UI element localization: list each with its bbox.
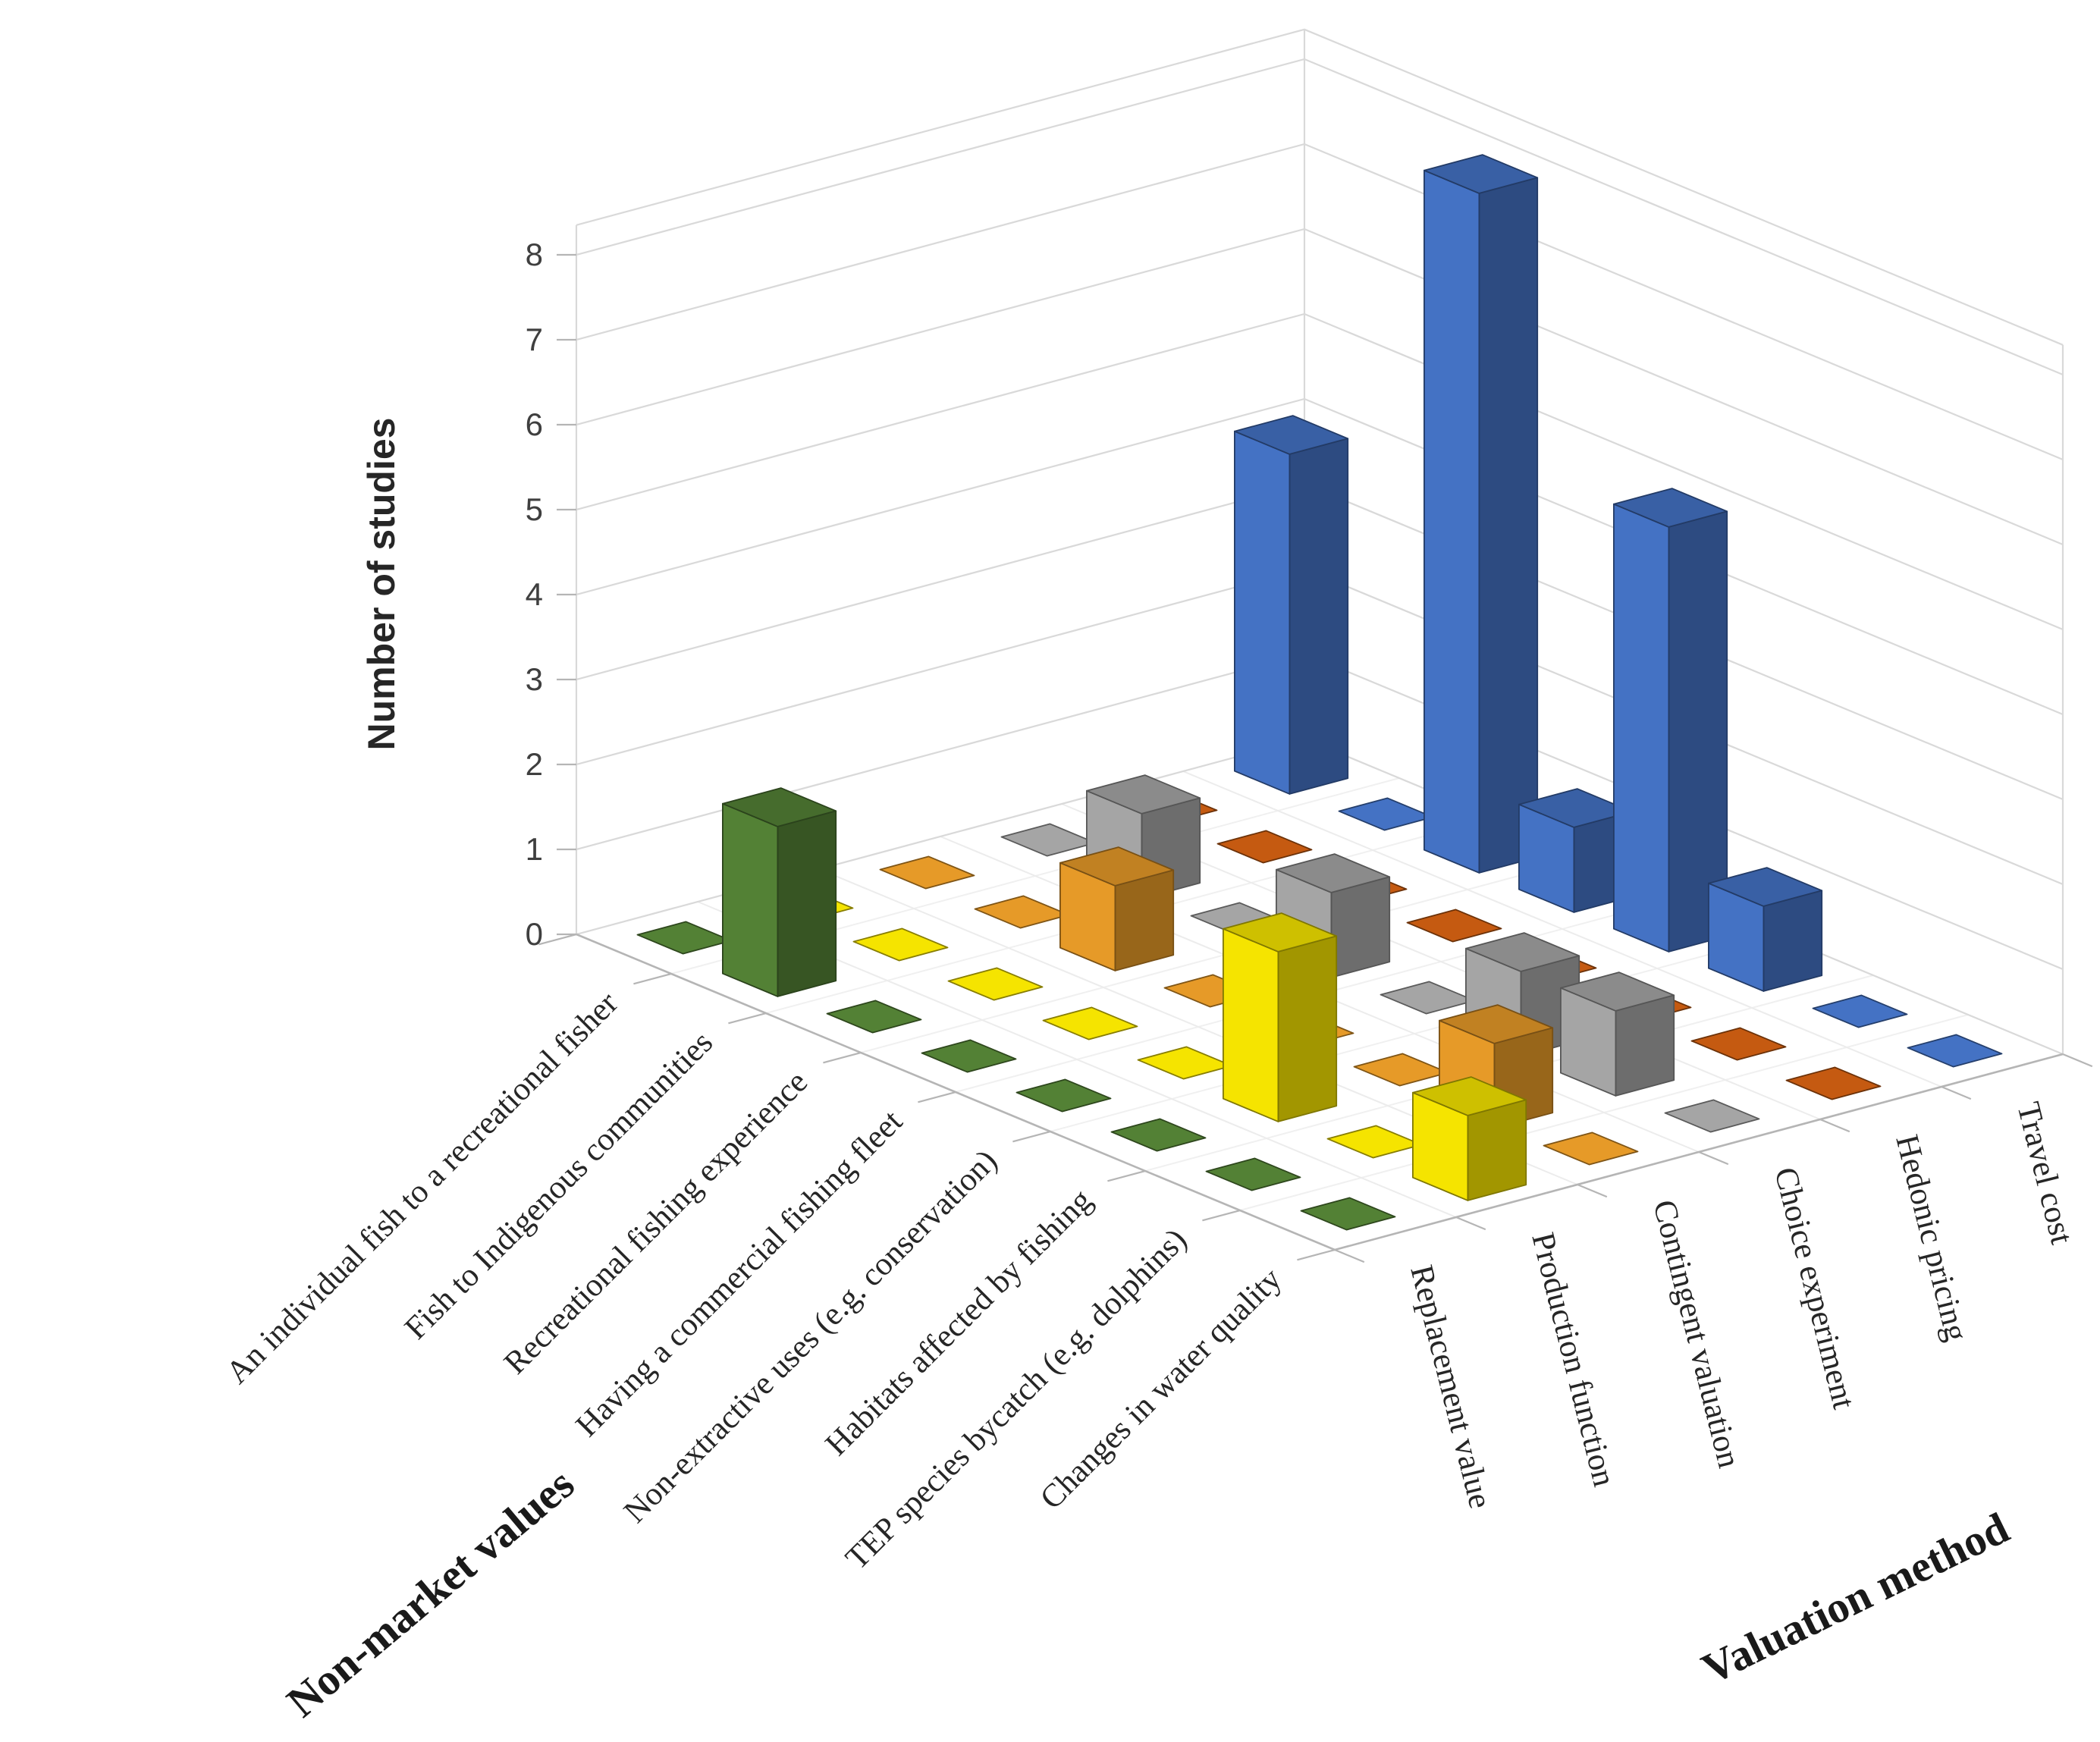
x-tick [728,1012,767,1025]
bar-top-face [1276,853,1391,893]
bar-side-face [1330,876,1391,978]
bar-side-face [1114,869,1175,971]
floor-gridline [1182,771,1942,1088]
bar-top-face [722,787,837,827]
bar-top-face [1707,867,1823,907]
series-tick [1941,1085,1972,1100]
bar-side-face [1277,935,1338,1122]
bar-top-face [1223,912,1338,953]
y-tick-label: 0 [526,916,543,952]
series-tick [1455,1216,1486,1231]
zero-marker-0-2 [826,1000,922,1034]
series-tick [1577,1183,1608,1198]
zero-marker-4-7 [1785,1066,1882,1100]
zero-marker-4-1 [1216,830,1313,864]
x-tick [633,972,672,985]
bar-top-face [1439,1004,1554,1044]
bar-5-3 [1518,788,1634,913]
bar-side-face [1289,438,1349,795]
bar-top-face [1234,415,1349,455]
bar-front-face [1223,927,1279,1122]
y-tick-label: 6 [526,406,543,442]
bar-1-7 [1412,1076,1527,1201]
zero-marker-5-7 [1907,1034,2003,1068]
bar-side-face [1467,1099,1527,1201]
bar-front-face [1612,503,1670,953]
x-tick [1202,1209,1241,1222]
x-tick [918,1091,956,1103]
zero-marker-0-5 [1110,1118,1207,1152]
bar-1-5 [1223,912,1338,1122]
bar-front-face [1424,169,1480,874]
bar-5-4 [1612,488,1728,953]
bar-top-face [1612,488,1728,528]
zero-marker-2-7 [1543,1132,1639,1166]
y-tick-label: 4 [526,576,543,612]
bar-3-1 [1086,774,1201,899]
bar-top-face [1086,774,1201,815]
bar-front-face [1234,430,1291,795]
zero-marker-1-3 [1042,1006,1138,1040]
zero-marker-2-0 [879,855,975,890]
x-tick [823,1051,862,1064]
bar-5-5 [1707,867,1823,992]
x-tick [1107,1169,1146,1182]
zero-marker-4-6 [1690,1027,1787,1061]
y-tick-label: 3 [526,661,543,697]
x-tick [538,933,577,946]
zero-marker-0-6 [1205,1157,1301,1191]
bar-5-2 [1424,154,1539,874]
zero-marker-4-3 [1406,909,1502,943]
y-tick-label: 2 [526,746,543,782]
zero-marker-0-7 [1300,1197,1396,1231]
bar-top-face [1465,932,1580,972]
series-tick [1698,1150,1729,1166]
y-axis-title: Number of studies [360,418,403,751]
bar-top-face [1059,846,1175,887]
bar-2-2 [1059,846,1175,971]
zero-marker-0-4 [1015,1078,1112,1113]
bar-top-face [1412,1076,1527,1116]
series-tick [1334,1248,1365,1263]
bar-side-face [1615,994,1675,1097]
y-tick-label: 7 [526,322,543,357]
y-tick-label: 1 [526,831,543,867]
y-tick-label: 5 [526,491,543,527]
bar-5-0 [1234,415,1349,795]
bar-side-face [777,810,837,997]
bar-front-face [722,802,779,997]
zero-marker-5-6 [1812,994,1908,1028]
series-tick [1819,1118,1850,1133]
zero-marker-3-7 [1664,1099,1760,1133]
zero-marker-1-1 [852,927,949,962]
bar-side-face [1763,890,1823,992]
x-tick [1012,1130,1051,1143]
bar-0-1 [722,787,837,997]
bar-3-6 [1559,971,1675,1097]
bar-side-face [1478,177,1539,874]
y-tick-label: 8 [526,237,543,272]
x-tick [1297,1248,1336,1261]
bar-top-face [1424,154,1539,194]
zero-marker-0-3 [921,1039,1017,1073]
zero-marker-1-2 [947,967,1044,1001]
bar-top-face [1559,971,1675,1012]
series-tick [2062,1053,2093,1068]
